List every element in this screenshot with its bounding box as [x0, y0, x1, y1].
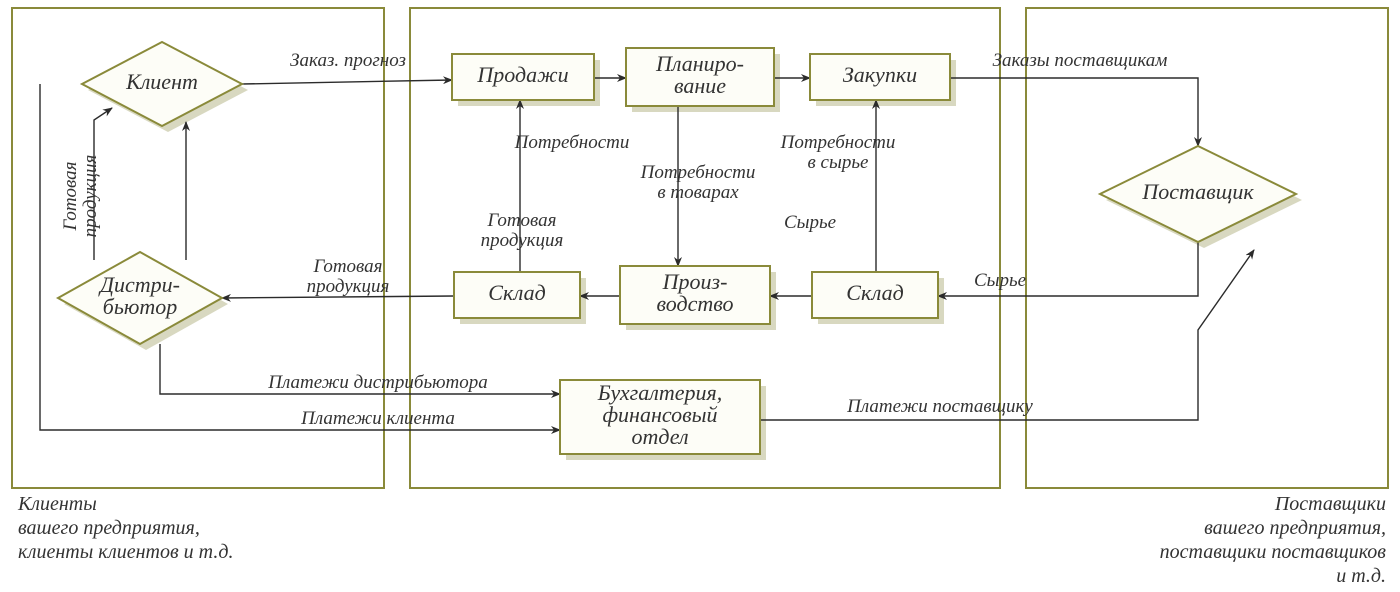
svg-text:Потребности: Потребности	[514, 132, 630, 153]
edge-label-raw_center: Сырье	[784, 212, 836, 233]
node-label-purchasing: Закупки	[843, 62, 917, 87]
edge-label-needs_raw: Потребностив сырье	[780, 132, 896, 173]
svg-text:Готоваяпродукция: Готоваяпродукция	[307, 256, 390, 297]
edge-label-finished_goods: Готоваяпродукция	[481, 210, 564, 251]
flow-diagram: ПродажиПланиро-ваниеЗакупкиСкладПроиз-во…	[0, 0, 1400, 592]
arrow-purchasing-to-supplier	[950, 78, 1198, 146]
edge-label-needs: Потребности	[514, 132, 630, 153]
edge-label-pay_distributor: Платежи дистрибьютора	[267, 372, 487, 393]
node-label-warehouse1: Склад	[488, 280, 545, 305]
svg-text:Потребностив товарах: Потребностив товарах	[640, 162, 756, 203]
node-label-production: Произ-водство	[656, 269, 733, 316]
edge-label-finished_left: Готоваяпродукция	[307, 256, 390, 297]
edge-label-needs_goods: Потребностив товарах	[640, 162, 756, 203]
svg-text:Готоваяпродукция: Готоваяпродукция	[60, 155, 101, 238]
edge-label-finished_vert: Готоваяпродукция	[60, 155, 101, 238]
svg-text:Потребностив сырье: Потребностив сырье	[780, 132, 896, 173]
node-label-warehouse2: Склад	[846, 280, 903, 305]
node-label-supplier: Поставщик	[1141, 179, 1254, 204]
arrow-client-to-sales	[242, 80, 452, 84]
svg-text:Сырье: Сырье	[784, 212, 836, 233]
edge-label-orders_suppliers: Заказы поставщикам	[993, 50, 1168, 71]
frame-right	[1026, 8, 1388, 488]
svg-text:Готоваяпродукция: Готоваяпродукция	[481, 210, 564, 251]
caption-left: Клиентывашего предприятия,клиенты клиент…	[17, 493, 233, 563]
caption-right: Поставщикивашего предприятия,поставщики …	[1160, 493, 1387, 587]
edge-label-raw_right: Сырье	[974, 270, 1026, 291]
node-label-distributor: Дистри-бьютор	[98, 272, 180, 319]
node-label-client: Клиент	[125, 69, 198, 94]
node-label-sales: Продажи	[476, 62, 568, 87]
svg-text:Заказ. прогноз: Заказ. прогноз	[290, 50, 406, 71]
svg-text:Платежи дистрибьютора: Платежи дистрибьютора	[267, 372, 487, 393]
svg-text:Сырье: Сырье	[974, 270, 1026, 291]
edge-label-order_forecast: Заказ. прогноз	[290, 50, 406, 71]
edge-label-pay_client: Платежи клиента	[300, 408, 455, 429]
edge-label-pay_supplier: Платежи поставщику	[846, 396, 1033, 417]
svg-text:Заказы поставщикам: Заказы поставщикам	[993, 50, 1168, 71]
svg-text:Платежи поставщику: Платежи поставщику	[846, 396, 1033, 417]
svg-text:Платежи клиента: Платежи клиента	[300, 408, 455, 429]
